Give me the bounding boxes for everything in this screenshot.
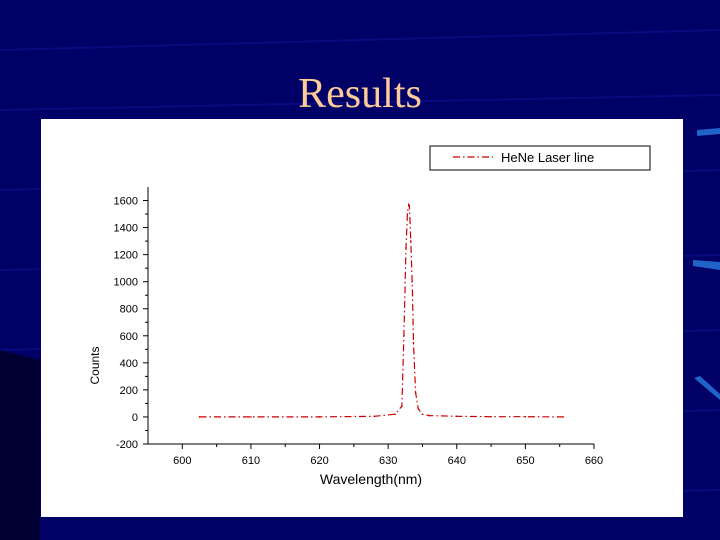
y-tick-label: 800: [120, 304, 138, 316]
x-tick-label: 660: [585, 455, 603, 467]
data-point: [405, 247, 407, 249]
data-point: [524, 415, 527, 418]
y-tick-label: 200: [120, 385, 138, 397]
x-tick-label: 600: [173, 455, 191, 467]
data-point: [401, 405, 403, 407]
y-tick-label: 1000: [114, 277, 138, 289]
data-point: [428, 414, 431, 417]
spectrum-chart: HeNe Laser line -200 0 200 400 600 800 1000 120…: [88, 145, 651, 487]
data-point: [394, 413, 396, 416]
series-layer: [198, 202, 564, 418]
x-tick-label: 610: [242, 455, 260, 467]
y-tick-label: 1200: [114, 250, 138, 262]
data-point: [409, 240, 412, 242]
x-tick-label: 620: [310, 455, 328, 467]
legend-label: HeNe Laser line: [501, 150, 594, 165]
data-point: [562, 416, 564, 418]
data-point: [250, 416, 252, 418]
data-point: [408, 205, 411, 207]
legend: HeNe Laser line: [429, 145, 651, 171]
data-point: [318, 416, 321, 418]
x-axis-title: Wavelength(nm): [320, 471, 422, 487]
y-tick-label: 600: [120, 331, 138, 343]
data-point: [198, 416, 201, 418]
legend-box: [429, 145, 651, 171]
chart-axes: -200 0 200 400 600 800 1000 1200 1400 1600 600 610 6…: [114, 187, 603, 467]
data-point: [412, 341, 415, 344]
x-tick-label: 640: [448, 455, 466, 467]
data-point: [414, 391, 417, 394]
data-point: [421, 413, 424, 416]
series-line-1: [199, 202, 564, 418]
y-tick-label: -200: [116, 439, 138, 451]
x-tick-label: 650: [516, 455, 534, 467]
data-point: [455, 415, 458, 418]
y-tick-label: 400: [120, 358, 138, 370]
data-point: [373, 415, 376, 418]
y-tick-label: 1600: [114, 196, 138, 208]
data-point: [407, 203, 410, 206]
data-point: [403, 334, 405, 337]
chart-panel: HeNe Laser line -200 0 200 400 600 800 1000 120…: [41, 119, 683, 517]
y-axis-title: Counts: [88, 346, 102, 384]
axis-labels: Wavelength(nm) Counts: [88, 346, 422, 487]
x-tick-label: 630: [379, 455, 397, 467]
slide-title: Results: [298, 71, 422, 117]
data-point: [406, 213, 409, 215]
y-tick-label: 1400: [114, 223, 138, 235]
data-point: [490, 415, 492, 418]
data-point: [417, 408, 420, 410]
y-tick-label: 0: [132, 412, 138, 424]
data-point: [411, 280, 413, 283]
